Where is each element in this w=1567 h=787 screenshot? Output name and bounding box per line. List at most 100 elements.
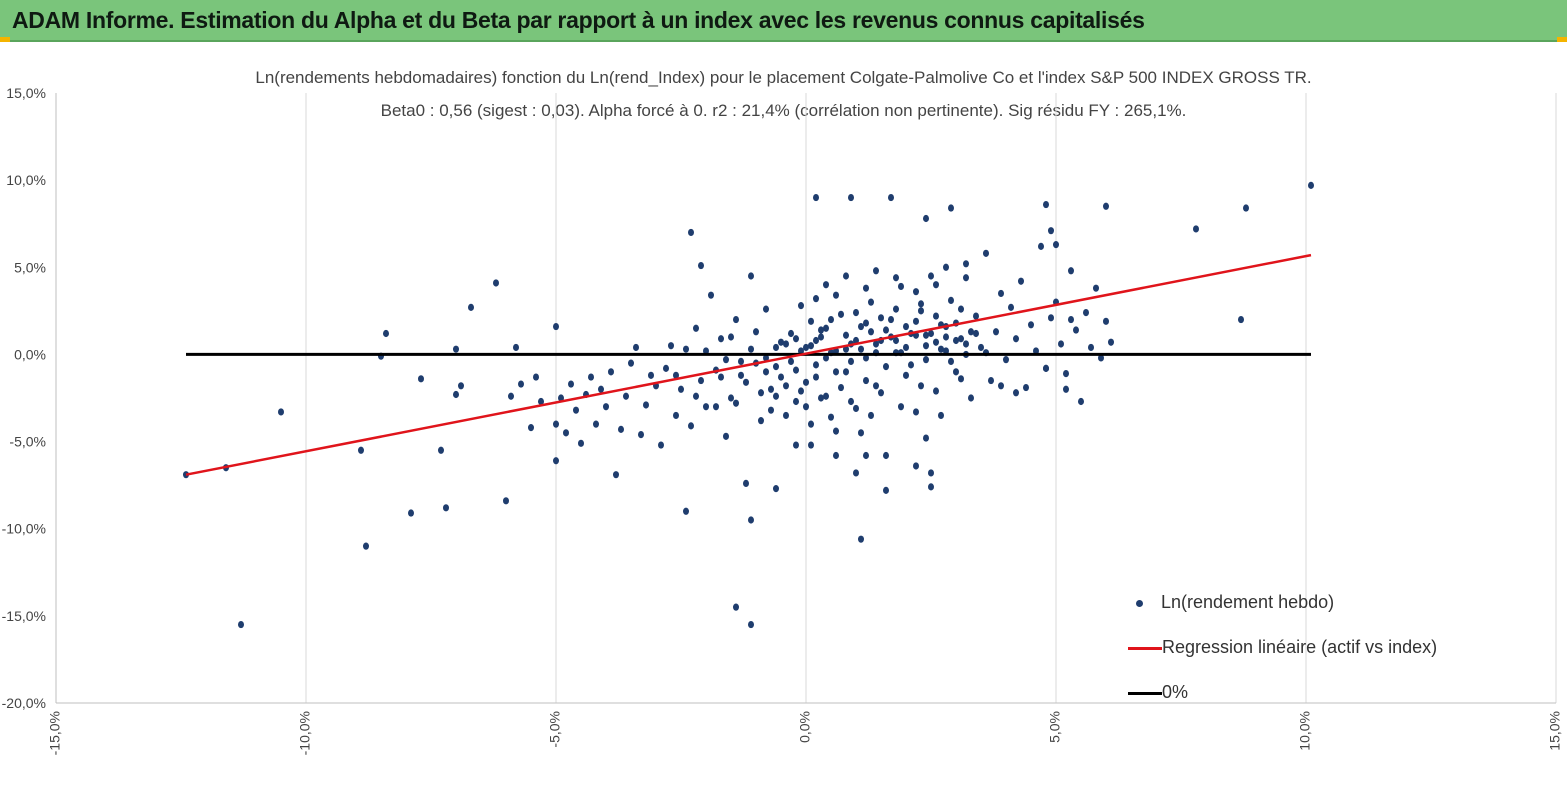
- data-point: [648, 371, 654, 379]
- data-point: [823, 324, 829, 332]
- data-point: [623, 392, 629, 400]
- data-point: [773, 392, 779, 400]
- data-point: [793, 397, 799, 406]
- data-point: [958, 375, 964, 383]
- data-point: [503, 497, 509, 505]
- data-point: [778, 373, 784, 381]
- data-point: [553, 322, 559, 331]
- data-point: [913, 288, 919, 296]
- data-point: [363, 542, 369, 550]
- data-point: [818, 333, 824, 341]
- data-point: [1043, 364, 1049, 372]
- data-point: [763, 368, 769, 376]
- data-point: [878, 389, 884, 397]
- data-point: [1058, 340, 1064, 348]
- x-tick-label: -5,0%: [547, 711, 563, 748]
- chart-title-line-1: Ln(rendements hebdomadaires) fonction du…: [255, 68, 1312, 87]
- data-point: [923, 342, 929, 350]
- data-point: [908, 361, 914, 369]
- data-point: [1088, 343, 1094, 352]
- data-point: [698, 261, 704, 270]
- data-point: [803, 378, 809, 386]
- data-point: [533, 373, 539, 381]
- data-point: [813, 336, 819, 345]
- data-point: [633, 343, 639, 352]
- header-corner-marker-right: [1557, 37, 1567, 42]
- data-point: [833, 368, 839, 376]
- data-point: [768, 406, 774, 414]
- data-point: [513, 343, 519, 352]
- data-point: [808, 342, 814, 350]
- data-point: [978, 343, 984, 352]
- data-point: [813, 373, 819, 381]
- data-point: [418, 375, 424, 383]
- data-point: [843, 368, 849, 376]
- data-point: [538, 397, 544, 406]
- data-point: [453, 390, 459, 399]
- data-point: [938, 345, 944, 353]
- data-point: [988, 376, 994, 385]
- x-tick-label: 10,0%: [1297, 711, 1313, 751]
- data-point: [638, 431, 644, 439]
- data-point: [1028, 321, 1034, 329]
- data-point: [773, 363, 779, 371]
- data-point: [998, 289, 1004, 298]
- data-point: [663, 364, 669, 372]
- data-point: [1063, 385, 1069, 393]
- y-tick-label: 15,0%: [6, 85, 46, 101]
- report-header: ADAM Informe. Estimation du Alpha et du …: [0, 0, 1567, 42]
- data-point: [453, 345, 459, 353]
- data-point: [893, 274, 899, 282]
- data-point: [808, 420, 814, 428]
- data-point: [798, 302, 804, 310]
- data-point: [603, 403, 609, 411]
- data-point: [1003, 356, 1009, 364]
- data-point: [1018, 277, 1024, 285]
- data-point: [1038, 242, 1044, 250]
- data-point: [733, 603, 739, 611]
- data-point: [898, 403, 904, 411]
- data-point: [713, 403, 719, 411]
- data-point: [803, 343, 809, 352]
- chart-title-line-2: Beta0 : 0,56 (sigest : 0,03). Alpha forc…: [380, 101, 1187, 120]
- data-point: [693, 324, 699, 332]
- data-point: [858, 322, 864, 331]
- y-tick-label: -15,0%: [2, 608, 46, 624]
- x-tick-label: 5,0%: [1047, 711, 1063, 743]
- data-point: [863, 451, 869, 460]
- data-point: [443, 504, 449, 512]
- data-point: [748, 272, 754, 280]
- data-point: [773, 343, 779, 352]
- y-tick-label: -5,0%: [9, 434, 46, 450]
- data-point: [708, 291, 714, 299]
- data-point: [883, 363, 889, 371]
- data-point: [1013, 335, 1019, 343]
- y-tick-label: 0,0%: [14, 346, 46, 362]
- data-point: [733, 315, 739, 324]
- data-point: [383, 329, 389, 338]
- data-point: [843, 331, 849, 339]
- y-tick-label: -10,0%: [2, 521, 46, 537]
- data-point: [743, 378, 749, 386]
- data-point: [278, 408, 284, 416]
- data-point: [598, 385, 604, 393]
- data-point: [823, 392, 829, 400]
- data-point: [833, 427, 839, 435]
- data-point: [923, 214, 929, 223]
- data-point: [763, 305, 769, 313]
- data-point: [793, 441, 799, 449]
- data-point: [828, 413, 834, 421]
- axes: [55, 93, 1556, 704]
- data-point: [1098, 354, 1104, 362]
- data-point: [553, 420, 559, 428]
- data-point: [783, 340, 789, 348]
- data-point: [408, 509, 414, 517]
- data-point: [963, 260, 969, 268]
- data-point: [748, 620, 754, 629]
- data-point: [738, 357, 744, 365]
- data-point: [518, 380, 524, 388]
- data-point: [963, 340, 969, 348]
- data-point: [748, 516, 754, 524]
- data-point: [933, 338, 939, 346]
- series-lines: [185, 253, 1312, 476]
